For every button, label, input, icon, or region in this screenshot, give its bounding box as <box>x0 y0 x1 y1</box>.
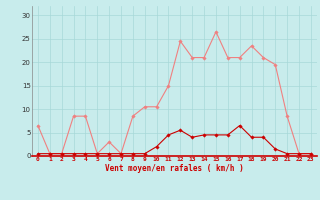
X-axis label: Vent moyen/en rafales ( km/h ): Vent moyen/en rafales ( km/h ) <box>105 164 244 173</box>
